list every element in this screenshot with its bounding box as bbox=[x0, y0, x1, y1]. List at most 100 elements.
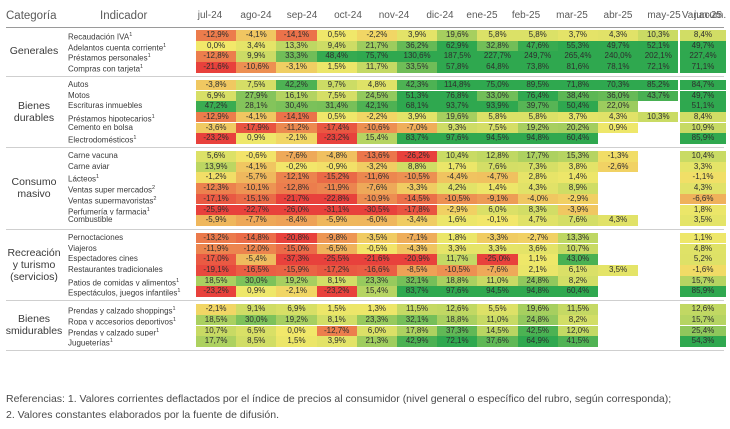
indicator-footnote-ref: 1 bbox=[156, 327, 160, 334]
heatmap-cell: 15,3% bbox=[557, 151, 598, 162]
category-label: Bienes durables bbox=[13, 99, 55, 124]
heatmap-cell: -9,1% bbox=[477, 193, 518, 205]
indicator-label: Perfumería y farmacia1 bbox=[68, 205, 196, 216]
heatmap-cell: 1,8% bbox=[437, 232, 478, 244]
indicator-label: Ropa y accesorios deportivos1 bbox=[68, 315, 196, 326]
heatmap-cell: -13,2% bbox=[196, 232, 237, 244]
heatmap-cell: 47,2% bbox=[196, 101, 237, 112]
indicator-text: Ropa y accesorios deportivos bbox=[68, 317, 173, 326]
heatmap-cell: -13,6% bbox=[356, 151, 397, 162]
indicator-label: Restaurantes tradicionales bbox=[68, 265, 196, 276]
heatmap-cell: -15,0% bbox=[276, 243, 317, 255]
accum-cell: 10,9% bbox=[680, 122, 726, 134]
heatmap-cell: -17,9% bbox=[236, 122, 277, 134]
heatmap-cell: 76,8% bbox=[437, 90, 478, 101]
heatmap-cell: -15,1% bbox=[236, 193, 277, 205]
heatmap-cell: 0,5% bbox=[316, 30, 357, 41]
header-indicator: Indicador bbox=[100, 10, 148, 22]
heatmap-cell: 19,2% bbox=[276, 275, 317, 287]
heatmap-cell: 7,5% bbox=[316, 90, 357, 101]
accum-cell: 85,9% bbox=[680, 133, 726, 144]
heatmap-cell: 93,9% bbox=[477, 101, 518, 112]
indicator-label: Escrituras inmuebles bbox=[68, 101, 196, 112]
heatmap-cell: 22,0% bbox=[598, 101, 639, 112]
indicator-label: Cemento en bolsa bbox=[68, 123, 196, 134]
heatmap-cell: -2,7% bbox=[517, 232, 558, 244]
heatmap-cell: -7,6% bbox=[356, 183, 397, 194]
indicator-footnote-ref: 2 bbox=[153, 195, 157, 202]
heatmap-cell: 17,7% bbox=[517, 151, 558, 162]
category-label: Recreación y turismo (servicios) bbox=[7, 246, 61, 283]
heatmap-cell: -12,7% bbox=[316, 325, 357, 336]
accum-cell: 4,3% bbox=[680, 183, 726, 194]
heatmap-cell: 52,1% bbox=[638, 40, 679, 52]
indicator-label: Ventas super mercados2 bbox=[68, 183, 196, 194]
accum-cell: 71,1% bbox=[680, 62, 726, 73]
heatmap-cell: 68,1% bbox=[397, 101, 438, 112]
heatmap-cell: 17,8% bbox=[397, 325, 438, 336]
accum-cell: -6,6% bbox=[680, 193, 726, 205]
heatmap-cell: 71,8% bbox=[557, 79, 598, 91]
heatmap-cell: 5,8% bbox=[477, 111, 518, 123]
indicator-label: Adelantos cuenta corriente1 bbox=[68, 41, 196, 52]
accum-cell: 12,6% bbox=[680, 304, 726, 315]
heatmap-cell: 81,6% bbox=[557, 62, 598, 73]
indicator-label: Espectadores cines bbox=[68, 254, 196, 265]
heatmap-cell: 6,0% bbox=[477, 204, 518, 215]
heatmap-cell: 11,0% bbox=[477, 275, 518, 287]
heatmap-cell: 4,3% bbox=[598, 30, 639, 41]
heatmap-cell: -3,5% bbox=[356, 232, 397, 244]
heatmap-cell: 6,9% bbox=[276, 304, 317, 315]
indicator-footnote-ref: 1 bbox=[129, 32, 133, 38]
accum-cell: 54,3% bbox=[680, 336, 726, 347]
heatmap-cell: -2,1% bbox=[196, 304, 237, 315]
heatmap-cell: -7,6% bbox=[477, 265, 518, 276]
heatmap-cell: 8,8% bbox=[397, 161, 438, 173]
heatmap-cell: 10,7% bbox=[196, 325, 237, 336]
heatmap-cell: 42,1% bbox=[356, 101, 397, 112]
indicator-text: Espectadores cines bbox=[68, 254, 138, 264]
heatmap-cell: 1,5% bbox=[316, 304, 357, 315]
heatmap-cell: 3,7% bbox=[557, 111, 598, 123]
indicator-footnote-ref: 1 bbox=[163, 42, 167, 49]
heatmap-cell: 4,3% bbox=[598, 215, 639, 226]
heatmap-cell: 19,6% bbox=[437, 111, 478, 123]
heatmap-cell: -17,0% bbox=[196, 254, 237, 265]
indicator-label: Jugueterías1 bbox=[68, 336, 196, 347]
header-month: mar-25 bbox=[556, 10, 588, 21]
heatmap-cell: -26,0% bbox=[276, 204, 317, 215]
heatmap-cell: 50,4% bbox=[557, 101, 598, 112]
heatmap-cell: 9,9% bbox=[236, 51, 277, 62]
heatmap-cell: 73,8% bbox=[517, 62, 558, 73]
heatmap-cell: 1,4% bbox=[477, 183, 518, 194]
heatmap-cell: 75,7% bbox=[356, 51, 397, 62]
heatmap-cell: -15,2% bbox=[316, 172, 357, 183]
heatmap-cell: -12,1% bbox=[276, 172, 317, 183]
heatmap-cell: 42,5% bbox=[517, 325, 558, 336]
heatmap-cell: 97,6% bbox=[437, 133, 478, 144]
heatmap-cell: -21,6% bbox=[356, 254, 397, 265]
heatmap-cell: 48,4% bbox=[316, 51, 357, 62]
accum-cell: -1,6% bbox=[680, 265, 726, 276]
indicator-footnote-ref: 1 bbox=[172, 316, 177, 323]
header-category: Categoría bbox=[6, 10, 57, 22]
heatmap-cell: 28,1% bbox=[236, 101, 277, 112]
heatmap-cell: 9,3% bbox=[437, 122, 478, 134]
heatmap-cell: 6,1% bbox=[557, 265, 598, 276]
accum-cell: 8,4% bbox=[680, 111, 726, 123]
heatmap-cell: -25,0% bbox=[477, 254, 518, 265]
heatmap-cell: 18,5% bbox=[196, 275, 237, 287]
heatmap-cell: 33,0% bbox=[477, 90, 518, 101]
heatmap-cell: 49,7% bbox=[598, 40, 639, 52]
heatmap-cell: -2,2% bbox=[356, 111, 397, 123]
heatmap-cell: 21,7% bbox=[356, 40, 397, 52]
heatmap-cell: 15,4% bbox=[356, 133, 397, 144]
heatmap-cell: 9,1% bbox=[236, 304, 277, 315]
heatmap-cell: 7,5% bbox=[236, 79, 277, 91]
heatmap-cell: 4,3% bbox=[517, 183, 558, 194]
heatmap-cell: 94,8% bbox=[517, 286, 558, 297]
heatmap-cell: -16,5% bbox=[236, 265, 277, 276]
header-month: nov-24 bbox=[378, 10, 410, 21]
heatmap-cell: 8,9% bbox=[557, 183, 598, 194]
header-month: jul-24 bbox=[197, 10, 223, 21]
